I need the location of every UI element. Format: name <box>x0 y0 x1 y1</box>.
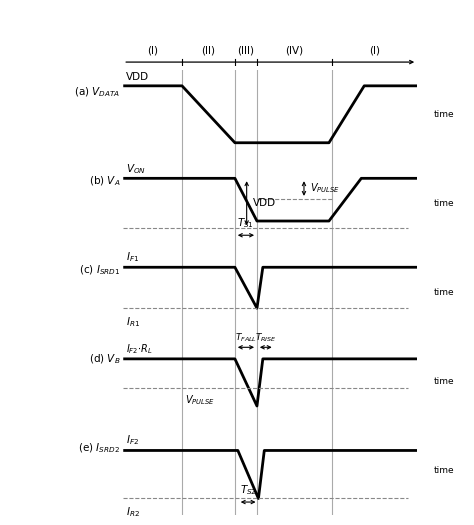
Text: (d) $V_B$: (d) $V_B$ <box>89 352 120 366</box>
Text: $I_{R1}$: $I_{R1}$ <box>126 316 140 329</box>
Text: $I_{R2}$: $I_{R2}$ <box>126 506 140 519</box>
Text: (III): (III) <box>237 45 255 55</box>
Text: $I_{F1}$: $I_{F1}$ <box>126 250 139 264</box>
Text: $V_{PULSE}$: $V_{PULSE}$ <box>185 394 215 407</box>
Text: time: time <box>433 199 454 208</box>
Text: $I_{F2}{\cdot}R_L$: $I_{F2}{\cdot}R_L$ <box>126 342 153 356</box>
Text: $I_{F2}$: $I_{F2}$ <box>126 433 139 447</box>
Text: $T_{RISE}$: $T_{RISE}$ <box>255 331 277 344</box>
Text: (IV): (IV) <box>285 45 303 55</box>
Text: $T_{FALL}$: $T_{FALL}$ <box>235 331 257 344</box>
Text: VDD: VDD <box>253 198 276 208</box>
Text: (II): (II) <box>201 45 216 55</box>
Text: (a) $V_{DATA}$: (a) $V_{DATA}$ <box>74 85 120 99</box>
Text: $T_{S1}$: $T_{S1}$ <box>237 216 255 230</box>
Text: time: time <box>433 110 454 119</box>
Text: (e) $I_{SRD2}$: (e) $I_{SRD2}$ <box>78 441 120 455</box>
Text: time: time <box>433 288 454 297</box>
Text: (c) $I_{SRD1}$: (c) $I_{SRD1}$ <box>79 263 120 277</box>
Text: $T_{S2}$: $T_{S2}$ <box>240 483 257 497</box>
Text: (b) $V_A$: (b) $V_A$ <box>89 174 120 188</box>
Text: time: time <box>433 376 454 385</box>
Text: (I): (I) <box>369 45 380 55</box>
Text: (I): (I) <box>147 45 158 55</box>
Text: $V_{PULSE}$: $V_{PULSE}$ <box>310 182 340 195</box>
Text: time: time <box>433 466 454 475</box>
Text: VDD: VDD <box>126 72 149 82</box>
Text: $V_{ON}$: $V_{ON}$ <box>126 162 146 176</box>
